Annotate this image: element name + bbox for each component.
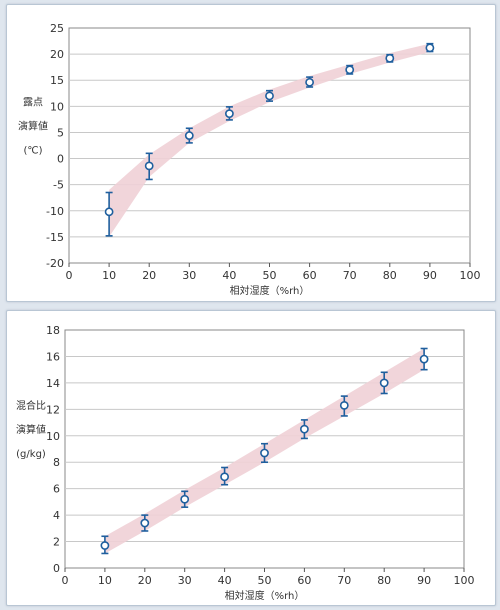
dewpoint-y-tick-label: -5 [53,179,64,192]
mixing-ratio-x-tick-label: 30 [178,574,192,587]
dewpoint-y-axis-title-line: 露点 [23,97,43,109]
dewpoint-y-tick-label: 25 [50,22,64,35]
dewpoint-data-point [265,91,274,101]
dewpoint-data-point [184,131,194,140]
dewpoint-y-tick-label: -15 [46,231,64,244]
mixing-ratio-chart: 0 2 4 6 8 10 12 14 16 18 0 10 20 30 40 50 60 70 80 90 100 相対湿… [16,324,475,602]
dewpoint-data-point [224,109,234,119]
mixing-ratio-data-point [140,518,150,528]
dewpoint-data-point [104,207,114,217]
mixing-ratio-y-tick-label: 18 [46,324,60,337]
mixing-ratio-x-tick-label: 60 [297,574,311,587]
dewpoint-y-tick-label: 0 [57,153,64,166]
dewpoint-x-tick-label: 10 [102,269,116,282]
dewpoint-y-axis-title-line: (℃) [23,146,42,157]
mixing-ratio-data-point [180,494,190,504]
dewpoint-x-tick-label: 0 [66,269,73,282]
mixing-ratio-data-point [220,472,229,482]
dewpoint-y-tick-label: 20 [50,48,64,61]
dewpoint-x-tick-label: 20 [142,269,156,282]
dewpoint-x-tick-label: 90 [423,269,437,282]
dewpoint-data-point [305,77,314,87]
dewpoint-y-tick-label: -20 [46,257,64,270]
mixing-ratio-x-tick-label: 10 [98,574,112,587]
mixing-ratio-y-axis-title-line: 演算値 [16,423,46,436]
mixing-ratio-x-tick-label: 80 [377,574,391,587]
dewpoint-chart: -20 -15 -10 -5 0 5 10 15 20 25 0 10 20 30 40 50 60 70 80 90… [18,22,481,297]
dewpoint-y-tick-label: 5 [57,126,64,139]
dewpoint-x-tick-label: 30 [182,269,196,282]
mixing-ratio-y-tick-label: 2 [53,536,60,549]
mixing-ratio-y-tick-label: 12 [46,403,60,416]
mixing-ratio-y-tick-label: 10 [46,430,60,443]
mixing-ratio-data-point [379,378,389,388]
dewpoint-data-point [345,65,355,75]
mixing-ratio-data-point [100,541,110,550]
mixing-ratio-y-tick-label: 14 [46,377,60,390]
mixing-ratio-data-point [260,448,269,458]
mixing-ratio-x-tick-label: 70 [337,574,351,587]
dewpoint-x-tick-label: 40 [222,269,236,282]
mixing-ratio-y-axis-title-line: (g/kg) [16,449,46,460]
dewpoint-plot-area [68,27,471,264]
dewpoint-x-tick-label: 60 [303,269,317,282]
mixing-ratio-chart-panel: 0 2 4 6 8 10 12 14 16 18 0 10 20 30 40 50 60 70 80 90 100 相対湿… [6,310,496,606]
mixing-ratio-data-point [419,354,429,364]
dewpoint-x-tick-label: 80 [383,269,397,282]
mixing-ratio-y-tick-label: 4 [53,509,60,522]
mixing-ratio-x-tick-label: 50 [258,574,272,587]
dewpoint-chart-panel: -20 -15 -10 -5 0 5 10 15 20 25 0 10 20 30 40 50 60 70 80 90… [6,4,496,302]
mixing-ratio-y-axis-title-line: 混合比 [16,399,46,412]
dewpoint-y-axis-title-line: 演算値 [18,120,48,133]
dewpoint-data-point [144,161,154,171]
dewpoint-uncertainty-band [109,43,430,237]
mixing-ratio-x-tick-label: 40 [218,574,232,587]
dewpoint-x-tick-label: 50 [263,269,277,282]
dewpoint-y-tick-label: -10 [46,205,64,218]
mixing-ratio-data-point [299,424,309,434]
mixing-ratio-data-point [339,400,349,410]
dewpoint-y-tick-label: 15 [50,74,64,87]
dewpoint-data-point [425,43,435,53]
mixing-ratio-x-tick-label: 90 [417,574,431,587]
mixing-ratio-x-tick-label: 0 [62,574,69,587]
mixing-ratio-x-tick-label: 100 [454,574,475,587]
dewpoint-data-point [385,53,395,63]
dewpoint-y-tick-label: 10 [50,100,64,113]
mixing-ratio-x-axis-title: 相対湿度（%rh） [225,589,305,602]
mixing-ratio-y-tick-label: 16 [46,350,60,363]
mixing-ratio-y-tick-label: 6 [53,483,60,496]
dewpoint-x-tick-label: 70 [343,269,357,282]
dewpoint-x-tick-label: 100 [460,269,481,282]
mixing-ratio-x-tick-label: 20 [138,574,152,587]
dewpoint-x-axis-title: 相対湿度（%rh） [230,284,310,297]
mixing-ratio-y-tick-label: 0 [53,562,60,575]
mixing-ratio-y-tick-label: 8 [53,456,60,469]
